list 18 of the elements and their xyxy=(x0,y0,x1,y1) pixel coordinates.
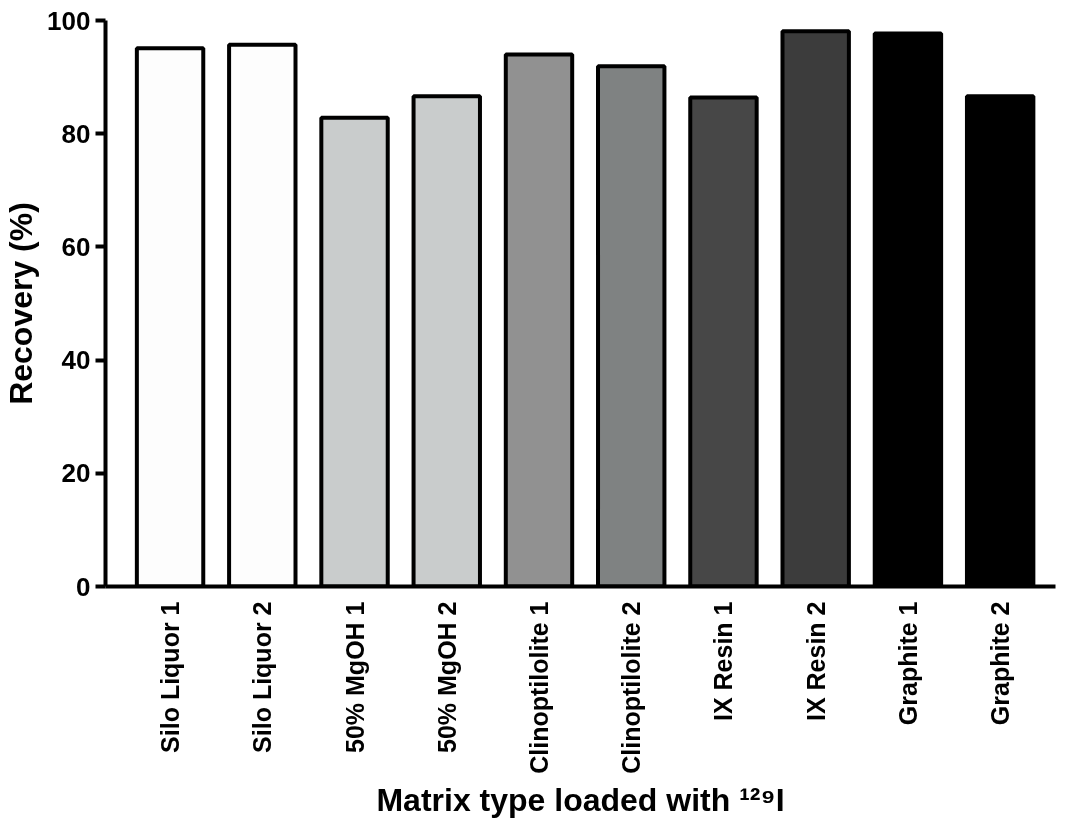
x-tick-label: 50% MgOH 1 xyxy=(340,601,369,753)
y-tick-label: 100 xyxy=(47,5,91,36)
y-axis-title: Recovery (%) xyxy=(3,202,40,405)
y-tick-label: 20 xyxy=(61,458,91,489)
x-tick-label: Silo Liquor 2 xyxy=(248,601,277,753)
x-tick-label: Clinoptilolite 1 xyxy=(525,601,553,774)
x-tick-label: Silo Liquor 1 xyxy=(156,601,185,753)
x-tick-label: Clinoptilolite 2 xyxy=(617,601,646,774)
x-axis-title: Matrix type loaded with ¹²⁹I xyxy=(376,781,785,818)
x-tick-label: IX Resin 2 xyxy=(801,601,830,721)
x-tick-label: Graphite 1 xyxy=(893,601,922,726)
x-tick-label: IX Resin 1 xyxy=(709,601,738,721)
y-tick-label: 40 xyxy=(61,345,91,376)
y-tick-label: 60 xyxy=(61,231,91,262)
y-tick-label: 80 xyxy=(61,118,91,149)
x-tick-label: Graphite 2 xyxy=(986,601,1015,726)
x-tick-label: 50% MgOH 2 xyxy=(432,601,461,753)
y-tick-label: 0 xyxy=(76,571,91,602)
